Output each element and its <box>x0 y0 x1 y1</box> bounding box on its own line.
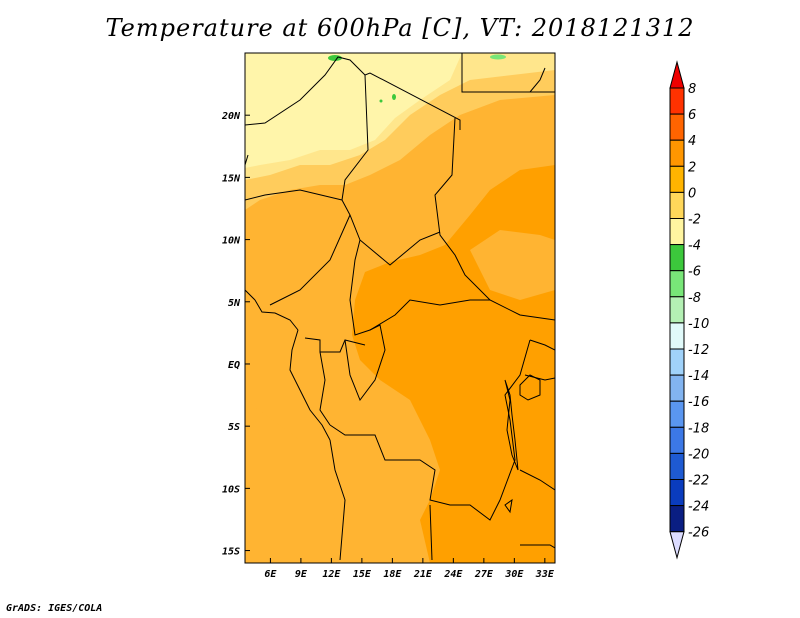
lon-tick-label: 24E <box>443 569 463 580</box>
colorbar-top-arrow <box>669 60 685 89</box>
colorbar-segment <box>669 452 685 480</box>
lat-tick-label: 5S <box>228 422 240 433</box>
lat-tick-label: 20N <box>221 111 241 122</box>
colorbar-level-label: -22 <box>688 474 709 489</box>
lat-tick-label: 5N <box>228 298 241 309</box>
colorbar-level-label: -4 <box>688 239 701 254</box>
lat-tick-label: 15S <box>222 547 240 558</box>
lon-tick-label: 21E <box>413 569 433 580</box>
colorbar-segment <box>669 113 685 141</box>
lon-tick-label: 9E <box>295 569 308 580</box>
colorbar-segment <box>669 87 685 115</box>
colorbar-level-label: -2 <box>688 213 701 228</box>
map-frame <box>244 52 556 564</box>
temp-band-neg4-neg2 <box>245 53 462 168</box>
colorbar-segment <box>669 296 685 324</box>
colorbar-level-label: 6 <box>688 108 696 123</box>
lat-tick-label: EQ <box>228 360 240 371</box>
lon-tick-label: 33E <box>535 569 555 580</box>
temp-band-2-4-ne <box>470 230 555 300</box>
lat-tick-label: 10S <box>222 484 240 495</box>
colorbar-bottom-arrow <box>669 531 685 560</box>
grads-credit: GrADS: IGES/COLA <box>6 603 103 614</box>
colorbar-segment <box>669 348 685 376</box>
colorbar-level-label: -26 <box>688 526 709 541</box>
lon-tick-label: 27E <box>474 569 494 580</box>
colorbar-level-label: 8 <box>688 82 696 97</box>
cold-spot-4 <box>379 99 383 103</box>
colorbar: 8 6 4 2 0 -2 -4 -6 -8 -10 -12 -14 -16 -18 -20 -22 -24 -26 <box>669 60 709 560</box>
colorbar-level-label: -24 <box>688 500 709 515</box>
plot-title: Temperature at 600hPa [C], VT: 201812131… <box>105 14 695 42</box>
colorbar-segment <box>669 479 685 507</box>
lat-tick-label: 15N <box>222 173 241 184</box>
lon-tick-label: 12E <box>322 569 341 580</box>
temperature-field <box>245 53 555 563</box>
lon-tick-label: 18E <box>383 569 402 580</box>
colorbar-level-label: 4 <box>688 134 696 149</box>
colorbar-level-label: 0 <box>688 186 696 201</box>
colorbar-level-label: -12 <box>688 343 709 358</box>
cold-spot-2 <box>490 54 506 60</box>
lon-tick-label: 6E <box>264 569 277 580</box>
colorbar-level-label: -6 <box>688 265 701 280</box>
colorbar-level-label: -18 <box>688 421 709 436</box>
colorbar-segment <box>669 191 685 219</box>
cold-spot-3 <box>392 94 396 100</box>
colorbar-segment <box>669 322 685 350</box>
country-borders <box>245 53 555 561</box>
colorbar-level-label: 2 <box>688 160 696 175</box>
lat-tick-label: 10N <box>222 236 241 247</box>
latitude-axis: 20N 15N 10N 5N EQ 5S 10S 15S <box>221 111 250 558</box>
longitude-axis: 6E 9E 12E 15E 18E 21E 24E 27E 30E 33E <box>264 558 555 580</box>
colorbar-segment <box>669 426 685 454</box>
colorbar-segment <box>669 374 685 402</box>
colorbar-level-label: -14 <box>688 369 709 384</box>
colorbar-segment <box>669 270 685 298</box>
temp-band-2-4-south <box>245 400 345 563</box>
colorbar-segment <box>669 505 685 533</box>
cold-spot-1 <box>328 55 342 61</box>
colorbar-segment <box>669 139 685 167</box>
colorbar-level-label: -8 <box>688 291 701 306</box>
colorbar-level-label: -20 <box>688 447 709 462</box>
lon-tick-label: 30E <box>504 569 524 580</box>
colorbar-segment <box>669 400 685 428</box>
colorbar-segment <box>669 218 685 246</box>
colorbar-segment <box>669 165 685 193</box>
lon-tick-label: 15E <box>353 569 372 580</box>
colorbar-segment <box>669 244 685 272</box>
colorbar-level-label: -16 <box>688 395 709 410</box>
colorbar-level-label: -10 <box>688 317 709 332</box>
